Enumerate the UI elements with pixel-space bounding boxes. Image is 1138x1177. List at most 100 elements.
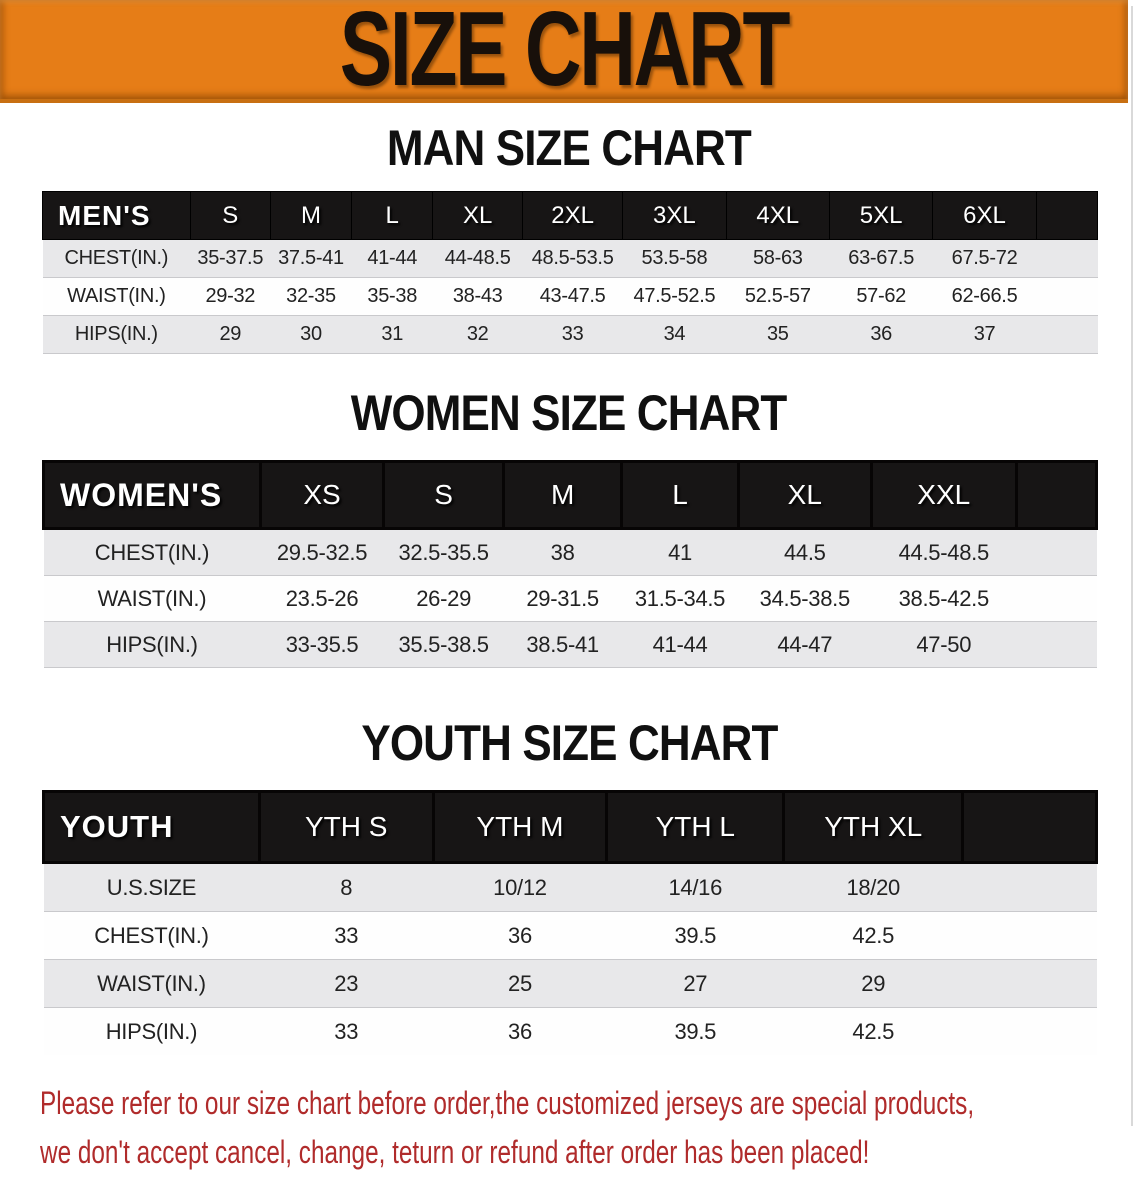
filler-cell <box>962 862 1097 912</box>
value-cell: 41 <box>621 528 739 576</box>
value-cell: 29 <box>783 959 963 1008</box>
value-cell: 39.5 <box>606 1007 784 1055</box>
row-label: CHEST(IN.) <box>43 528 261 576</box>
column-header: 2XL <box>521 191 624 240</box>
youth-size-table: YOUTH YTH S YTH M YTH L YTH XL U.S.SIZE 8 10/12… <box>42 790 1098 1055</box>
value-cell: 52.5-57 <box>726 277 830 316</box>
value-cell: 36 <box>433 1007 607 1055</box>
value-cell: 29-31.5 <box>503 575 622 622</box>
row-label: HIPS(IN.) <box>43 1007 260 1055</box>
table-header-row: WOMEN'S XS S M L XL XXL <box>42 460 1099 530</box>
value-cell: 48.5-53.5 <box>522 239 623 278</box>
value-cell: 36 <box>829 315 933 354</box>
value-cell: 67.5-72 <box>932 239 1037 278</box>
value-cell: 33 <box>522 315 623 354</box>
value-cell: 42.5 <box>783 911 963 960</box>
order-disclaimer: Please refer to our size chart before or… <box>40 1079 1138 1177</box>
value-cell: 10/12 <box>433 862 607 912</box>
value-cell: 35-38 <box>351 277 433 316</box>
value-cell: 35 <box>726 315 830 354</box>
value-cell: 44.5-48.5 <box>871 528 1017 576</box>
value-cell: 47-50 <box>871 621 1017 668</box>
value-cell: 58-63 <box>726 239 830 278</box>
value-cell: 47.5-52.5 <box>622 277 727 316</box>
value-cell: 23 <box>259 959 434 1008</box>
value-cell: 57-62 <box>829 277 933 316</box>
column-header: M <box>502 460 624 530</box>
value-cell: 63-67.5 <box>829 239 933 278</box>
value-cell: 53.5-58 <box>622 239 727 278</box>
column-header: S <box>189 191 271 240</box>
man-size-chart-heading: MAN SIZE CHART <box>0 119 1138 177</box>
man-size-chart-heading-text: MAN SIZE CHART <box>386 120 752 176</box>
value-cell: 35-37.5 <box>190 239 271 278</box>
value-cell: 33 <box>259 911 434 960</box>
value-cell: 41-44 <box>621 621 739 668</box>
value-cell: 39.5 <box>606 911 784 960</box>
table-row: CHEST(IN.) 33 36 39.5 42.5 <box>43 911 1097 960</box>
value-cell: 34.5-38.5 <box>738 575 872 622</box>
value-cell: 32.5-35.5 <box>383 528 504 576</box>
column-header: 5XL <box>828 191 934 240</box>
table-row: HIPS(IN.) 33-35.5 35.5-38.5 38.5-41 41-44 44-… <box>43 621 1097 668</box>
value-cell: 42.5 <box>783 1007 963 1055</box>
value-cell: 8 <box>259 862 434 912</box>
value-cell: 36 <box>433 911 607 960</box>
value-cell: 38-43 <box>432 277 523 316</box>
value-cell: 32 <box>432 315 523 354</box>
women-size-chart-heading: WOMEN SIZE CHART <box>0 384 1138 442</box>
column-header: 3XL <box>622 191 727 240</box>
filler-cell <box>1036 315 1098 354</box>
value-cell: 44-47 <box>738 621 872 668</box>
value-cell: 33-35.5 <box>260 621 384 668</box>
filler-cell <box>962 959 1097 1008</box>
filler-cell <box>1016 528 1097 576</box>
value-cell: 14/16 <box>606 862 784 912</box>
value-cell: 31.5-34.5 <box>621 575 739 622</box>
value-cell: 26-29 <box>383 575 504 622</box>
filler-cell <box>1035 191 1099 240</box>
value-cell: 29 <box>190 315 271 354</box>
table-row: HIPS(IN.) 33 36 39.5 42.5 <box>43 1007 1097 1055</box>
column-header: XS <box>258 460 386 530</box>
value-cell: 44.5 <box>738 528 872 576</box>
value-cell: 34 <box>622 315 727 354</box>
size-chart-banner: SIZE CHART <box>0 0 1128 108</box>
table-title-cell: MEN'S <box>42 191 191 240</box>
row-label: CHEST(IN.) <box>42 239 191 278</box>
value-cell: 23.5-26 <box>260 575 384 622</box>
women-size-chart-heading-text: WOMEN SIZE CHART <box>351 385 788 441</box>
value-cell: 32-35 <box>270 277 352 316</box>
filler-cell <box>1016 621 1097 668</box>
value-cell: 44-48.5 <box>432 239 523 278</box>
column-header: 4XL <box>725 191 830 240</box>
value-cell: 30 <box>270 315 352 354</box>
value-cell: 18/20 <box>783 862 963 912</box>
table-header-row: MEN'S S M L XL 2XL 3XL 4XL 5XL 6XL <box>42 191 1099 240</box>
column-header: S <box>382 460 506 530</box>
column-header: M <box>269 191 353 240</box>
value-cell: 38 <box>503 528 622 576</box>
filler-cell <box>1016 575 1097 622</box>
value-cell: 35.5-38.5 <box>383 621 504 668</box>
disclaimer-line-2: we don't accept cancel, change, teturn o… <box>40 1134 870 1170</box>
table-row: CHEST(IN.) 29.5-32.5 32.5-35.5 38 41 44.5 44.5… <box>43 528 1097 576</box>
men-size-table: MEN'S S M L XL 2XL 3XL 4XL 5XL 6XL CHEST(IN.) 35-37… <box>42 191 1099 354</box>
value-cell: 37 <box>932 315 1037 354</box>
column-header: YTH M <box>431 790 609 864</box>
column-header: L <box>351 191 434 240</box>
row-label: HIPS(IN.) <box>43 621 261 668</box>
table-row: CHEST(IN.) 35-37.5 37.5-41 41-44 44-48.5 48.5… <box>42 239 1098 278</box>
value-cell: 25 <box>433 959 607 1008</box>
filler-cell <box>962 911 1097 960</box>
filler-cell <box>961 790 1098 864</box>
value-cell: 38.5-41 <box>503 621 622 668</box>
value-cell: 33 <box>259 1007 434 1055</box>
table-title-cell: YOUTH <box>42 790 261 864</box>
row-label: U.S.SIZE <box>43 862 260 912</box>
row-label: WAIST(IN.) <box>43 959 260 1008</box>
value-cell: 37.5-41 <box>270 239 352 278</box>
value-cell: 38.5-42.5 <box>871 575 1017 622</box>
value-cell: 29.5-32.5 <box>260 528 384 576</box>
